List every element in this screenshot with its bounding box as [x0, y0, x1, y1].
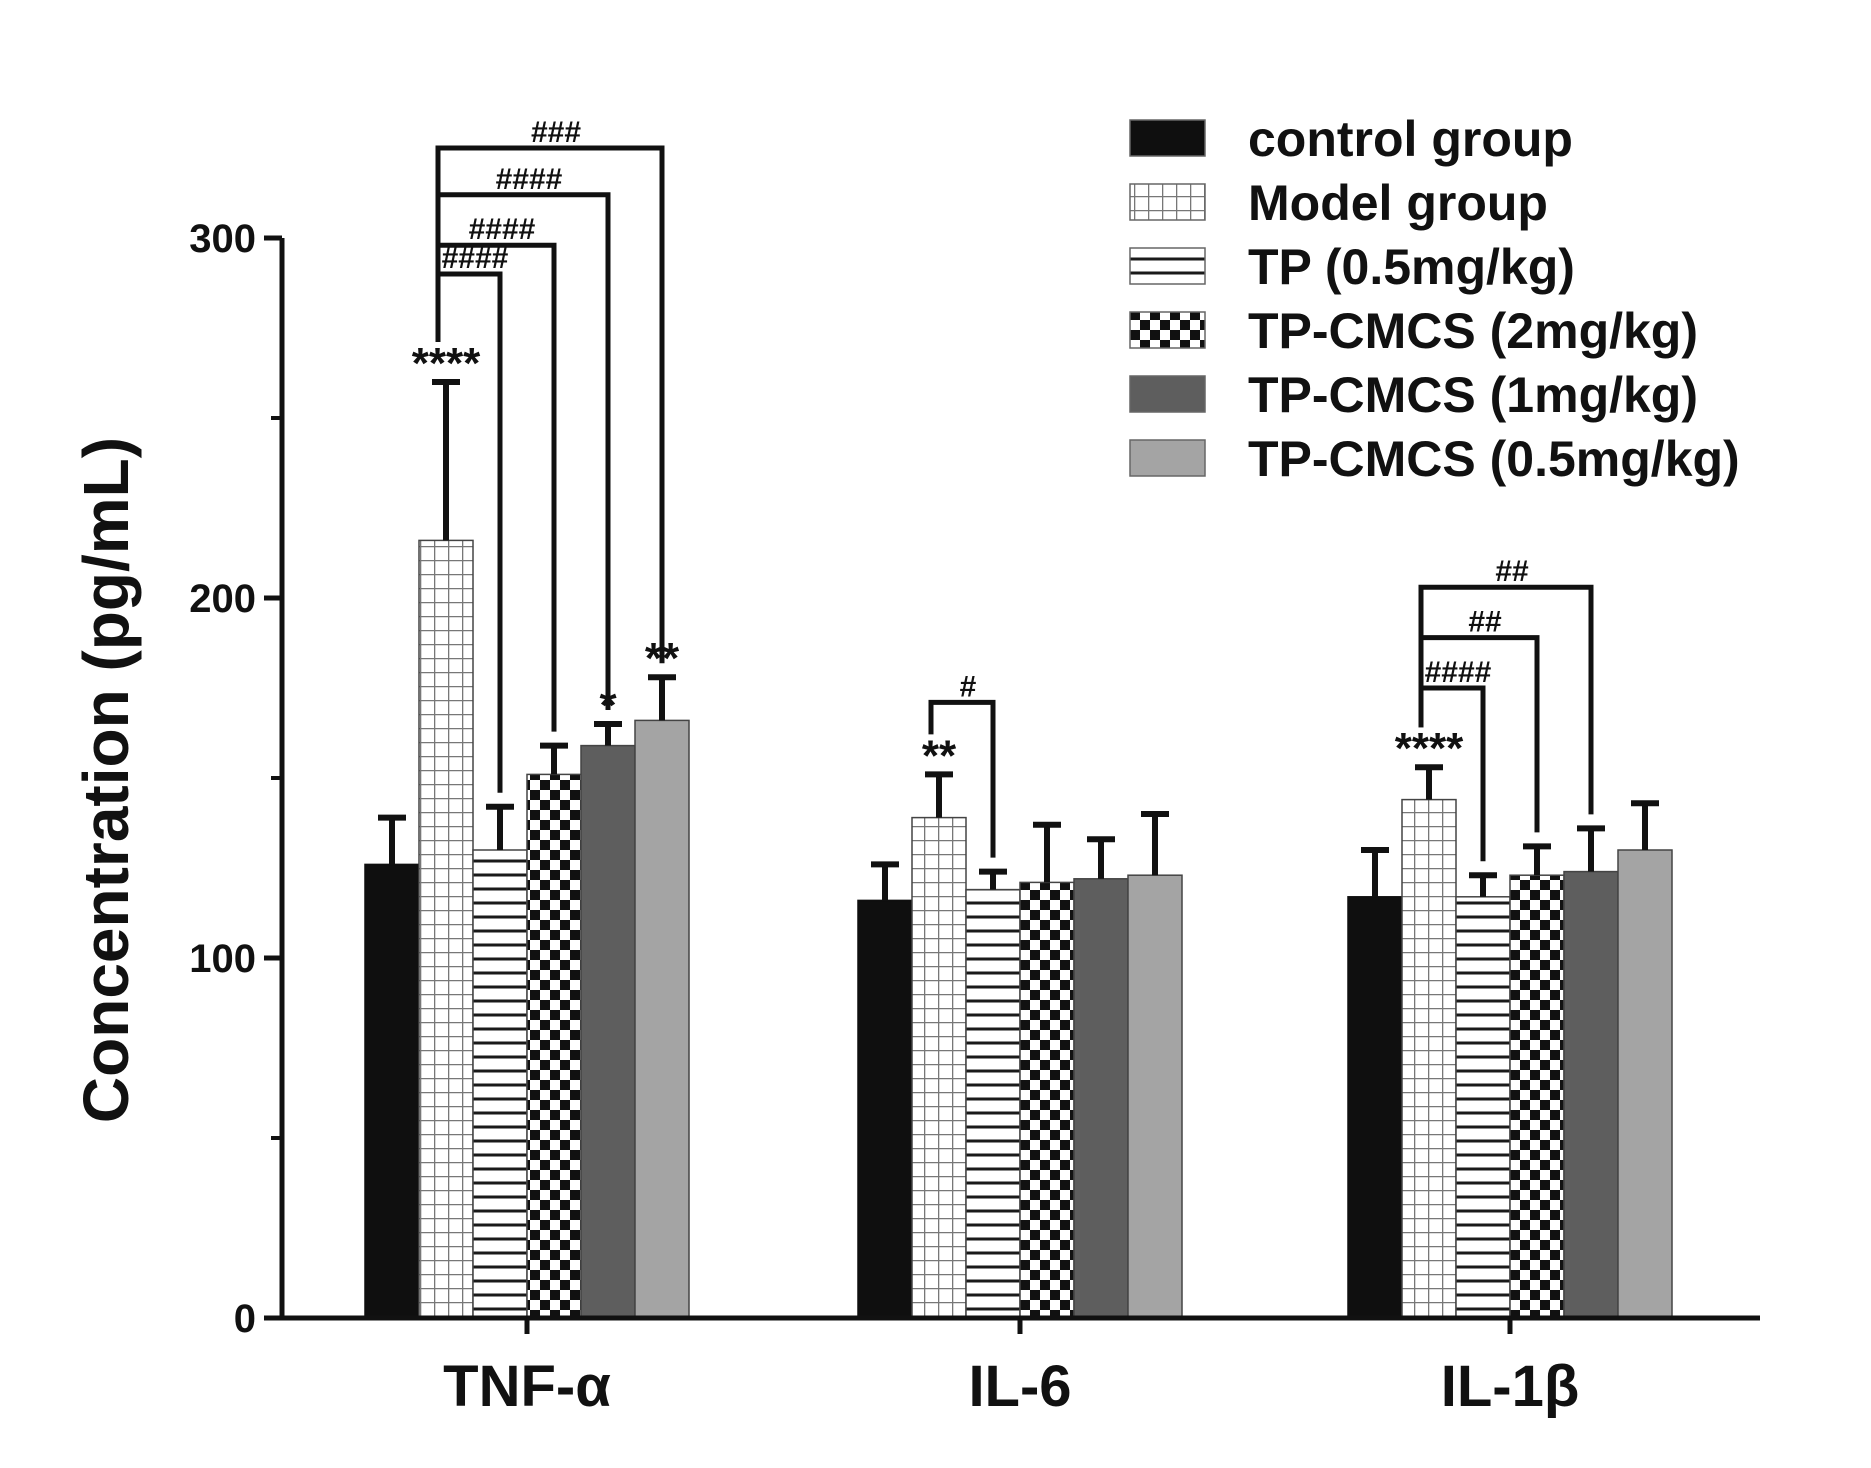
bar-2-0 — [473, 850, 527, 1318]
y-tick-label-200: 200 — [189, 577, 256, 621]
bar-5-2 — [1618, 850, 1672, 1318]
legend: control group Model group TP (0.5mg/kg) TP-… — [1130, 111, 1740, 487]
bar-0-2 — [1348, 897, 1402, 1318]
legend-label-1: Model group — [1248, 175, 1548, 231]
bar-3-1 — [1020, 882, 1074, 1318]
bracket-label-4: # — [960, 670, 977, 703]
legend-swatch-0 — [1130, 120, 1205, 156]
bar-chart: 0100200300TNF-α IL-6 IL-1β********* ****###… — [0, 0, 1871, 1468]
category-label-2: IL-1β — [1441, 1354, 1580, 1419]
bar-2-2 — [1456, 897, 1510, 1318]
y-tick-label-0: 0 — [234, 1297, 256, 1341]
legend-swatch-3 — [1130, 312, 1205, 348]
bracket-label-3: ### — [531, 116, 581, 149]
bar-5-1 — [1128, 875, 1182, 1318]
bar-3-2 — [1510, 875, 1564, 1318]
bar-4-1 — [1074, 879, 1128, 1318]
y-tick-label-300: 300 — [189, 217, 256, 261]
bar-3-0 — [527, 774, 581, 1318]
legend-label-3: TP-CMCS (2mg/kg) — [1248, 303, 1698, 359]
legend-swatch-4 — [1130, 376, 1205, 412]
bracket-label-7: ## — [1495, 555, 1529, 588]
bar-2-1 — [966, 890, 1020, 1318]
y-tick-label-100: 100 — [189, 937, 256, 981]
legend-label-0: control group — [1248, 111, 1573, 167]
bracket-line-7 — [1421, 587, 1591, 814]
legend-label-5: TP-CMCS (0.5mg/kg) — [1248, 431, 1740, 487]
legend-swatch-1 — [1130, 184, 1205, 220]
bar-1-0 — [419, 540, 473, 1318]
bar-1-2 — [1402, 800, 1456, 1318]
bar-5-0 — [635, 720, 689, 1318]
legend-label-2: TP (0.5mg/kg) — [1248, 239, 1575, 295]
y-axis-title: Concentration (pg/mL) — [70, 437, 142, 1123]
bar-0-0 — [365, 864, 419, 1318]
significance-star-4: **** — [1395, 724, 1464, 773]
legend-swatch-2 — [1130, 248, 1205, 284]
legend-label-4: TP-CMCS (1mg/kg) — [1248, 367, 1698, 423]
significance-star-0: **** — [412, 339, 481, 388]
significance-star-3: ** — [922, 731, 957, 780]
bar-4-0 — [581, 746, 635, 1318]
bracket-label-5: #### — [1425, 656, 1492, 689]
bar-0-1 — [858, 900, 912, 1318]
bracket-label-1: #### — [469, 213, 536, 246]
category-label-0: TNF-α — [443, 1354, 611, 1419]
bracket-label-6: ## — [1468, 606, 1502, 639]
bracket-label-2: #### — [496, 163, 563, 196]
bar-1-1 — [912, 818, 966, 1318]
legend-swatch-5 — [1130, 440, 1205, 476]
y-axis-label: Concentration (pg/mL) — [70, 437, 142, 1123]
bar-4-2 — [1564, 872, 1618, 1318]
category-label-1: IL-6 — [968, 1354, 1071, 1419]
